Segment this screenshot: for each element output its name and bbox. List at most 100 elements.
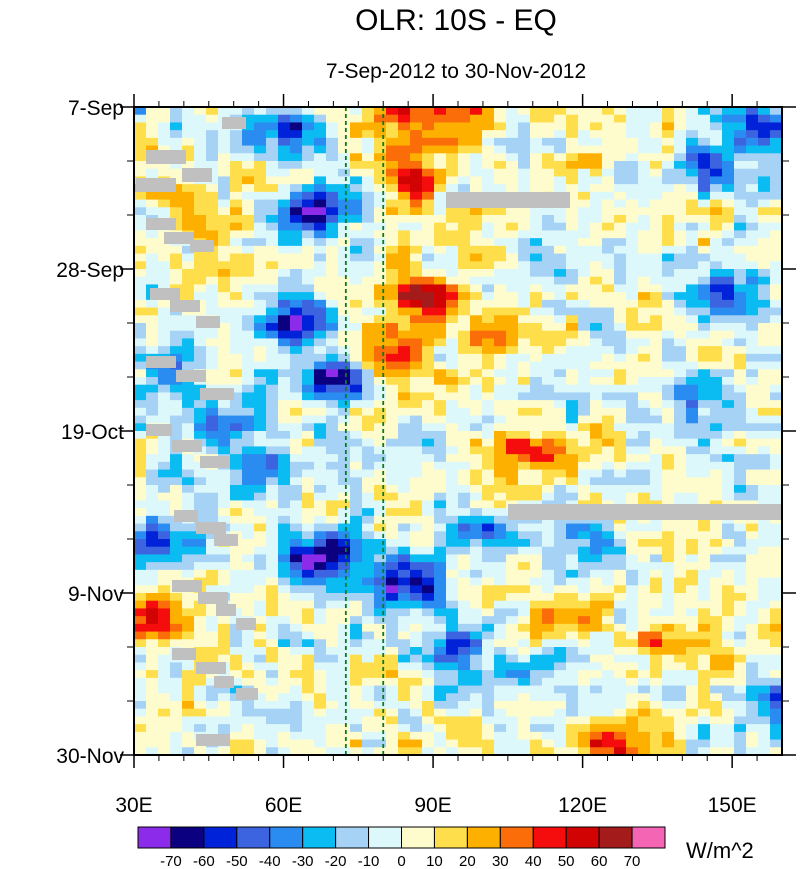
field-cell: [362, 747, 375, 755]
field-cell: [350, 446, 363, 455]
field-cell: [482, 554, 495, 563]
field-cell: [350, 377, 363, 386]
field-cell: [326, 531, 339, 540]
field-cell: [134, 153, 147, 162]
field-cell: [350, 485, 363, 494]
field-cell: [134, 307, 147, 316]
field-cell: [194, 562, 207, 571]
field-cell: [290, 400, 303, 409]
field-cell: [518, 515, 531, 525]
field-cell: [686, 369, 699, 378]
field-cell: [590, 531, 603, 540]
field-cell: [386, 677, 399, 687]
field-cell: [182, 677, 195, 687]
field-cell: [422, 338, 435, 347]
field-cell: [482, 724, 495, 733]
field-cell: [242, 161, 255, 170]
field-cell: [446, 708, 459, 718]
field-cell: [530, 639, 543, 648]
field-cell: [746, 585, 759, 594]
field-cell: [698, 215, 711, 224]
field-cell: [362, 508, 375, 517]
missing-data-block: [222, 117, 246, 129]
field-cell: [278, 739, 291, 748]
field-cell: [374, 207, 387, 216]
field-cell: [362, 377, 375, 386]
field-cell: [290, 299, 303, 309]
field-cell: [662, 438, 675, 448]
field-cell: [170, 168, 183, 178]
field-cell: [734, 353, 747, 363]
field-cell: [482, 145, 495, 154]
field-cell: [602, 554, 615, 563]
field-cell: [746, 492, 759, 502]
field-cell: [398, 654, 411, 664]
field-cell: [614, 562, 627, 571]
field-cell: [698, 392, 711, 401]
field-cell: [182, 222, 195, 232]
field-cell: [422, 608, 435, 617]
field-cell: [530, 461, 543, 471]
missing-data-block: [196, 734, 230, 746]
reference-lines: [344, 107, 385, 755]
field-cell: [290, 562, 303, 571]
field-cell: [410, 384, 423, 394]
field-cell: [182, 454, 195, 463]
field-cell: [530, 122, 543, 131]
field-cell: [170, 461, 183, 471]
field-cell: [302, 184, 315, 193]
field-cell: [194, 608, 207, 617]
field-cell: [722, 716, 735, 725]
field-cell: [542, 608, 555, 617]
field-cell: [134, 215, 147, 224]
field-cell: [566, 546, 579, 556]
field-cell: [626, 130, 639, 139]
field-cell: [206, 407, 219, 417]
field-cell: [662, 284, 675, 293]
field-cell: [770, 261, 782, 270]
field-cell: [386, 739, 399, 748]
field-cell: [398, 238, 411, 247]
field-cell: [494, 593, 507, 602]
field-cell: [230, 161, 243, 170]
field-cell: [290, 731, 303, 741]
field-cell: [530, 469, 543, 478]
field-cell: [278, 647, 291, 656]
field-cell: [566, 276, 579, 286]
field-cell: [746, 485, 759, 494]
field-cell: [242, 369, 255, 378]
field-cell: [362, 492, 375, 502]
field-cell: [458, 353, 471, 363]
field-cell: [158, 477, 171, 486]
field-cell: [578, 353, 591, 363]
field-cell: [614, 438, 627, 448]
field-cell: [398, 261, 411, 270]
field-cell: [650, 323, 663, 332]
field-cell: [458, 261, 471, 270]
field-cell: [698, 384, 711, 394]
field-cell: [278, 662, 291, 671]
field-cell: [314, 346, 327, 355]
field-cell: [458, 269, 471, 278]
field-cell: [458, 554, 471, 563]
field-cell: [494, 670, 507, 679]
field-cell: [410, 585, 423, 594]
field-cell: [134, 276, 147, 286]
field-cell: [458, 500, 471, 509]
field-cell: [158, 639, 171, 648]
field-cell: [206, 677, 219, 687]
field-cell: [146, 338, 159, 347]
field-cell: [482, 747, 495, 755]
field-cell: [242, 230, 255, 239]
field-cell: [722, 670, 735, 679]
field-cell: [242, 184, 255, 193]
field-cell: [638, 276, 651, 286]
field-cell: [218, 184, 231, 193]
field-cell: [590, 168, 603, 178]
field-cell: [446, 685, 459, 694]
field-cell: [158, 554, 171, 563]
field-cell: [530, 245, 543, 255]
field-cell: [254, 693, 267, 702]
field-cell: [602, 361, 615, 370]
field-cell: [362, 562, 375, 571]
